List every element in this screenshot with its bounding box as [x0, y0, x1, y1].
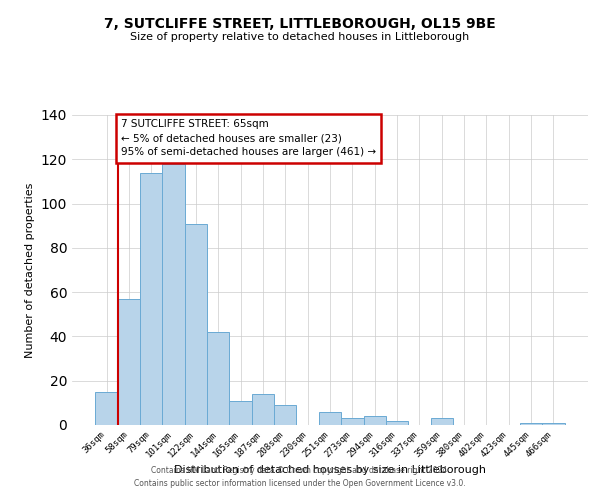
X-axis label: Distribution of detached houses by size in Littleborough: Distribution of detached houses by size … — [174, 464, 486, 474]
Bar — [140, 172, 163, 425]
Bar — [319, 412, 341, 425]
Text: Contains HM Land Registry data © Crown copyright and database right 2024.
Contai: Contains HM Land Registry data © Crown c… — [134, 466, 466, 487]
Bar — [386, 420, 408, 425]
Text: Size of property relative to detached houses in Littleborough: Size of property relative to detached ho… — [130, 32, 470, 42]
Bar — [520, 423, 542, 425]
Bar — [364, 416, 386, 425]
Bar — [542, 423, 565, 425]
Bar — [252, 394, 274, 425]
Y-axis label: Number of detached properties: Number of detached properties — [25, 182, 35, 358]
Text: 7 SUTCLIFFE STREET: 65sqm
← 5% of detached houses are smaller (23)
95% of semi-d: 7 SUTCLIFFE STREET: 65sqm ← 5% of detach… — [121, 120, 376, 158]
Bar — [95, 392, 118, 425]
Bar — [431, 418, 453, 425]
Bar — [274, 405, 296, 425]
Bar — [118, 299, 140, 425]
Bar — [185, 224, 207, 425]
Bar — [229, 400, 252, 425]
Text: 7, SUTCLIFFE STREET, LITTLEBOROUGH, OL15 9BE: 7, SUTCLIFFE STREET, LITTLEBOROUGH, OL15… — [104, 18, 496, 32]
Bar — [207, 332, 229, 425]
Bar — [163, 164, 185, 425]
Bar — [341, 418, 364, 425]
